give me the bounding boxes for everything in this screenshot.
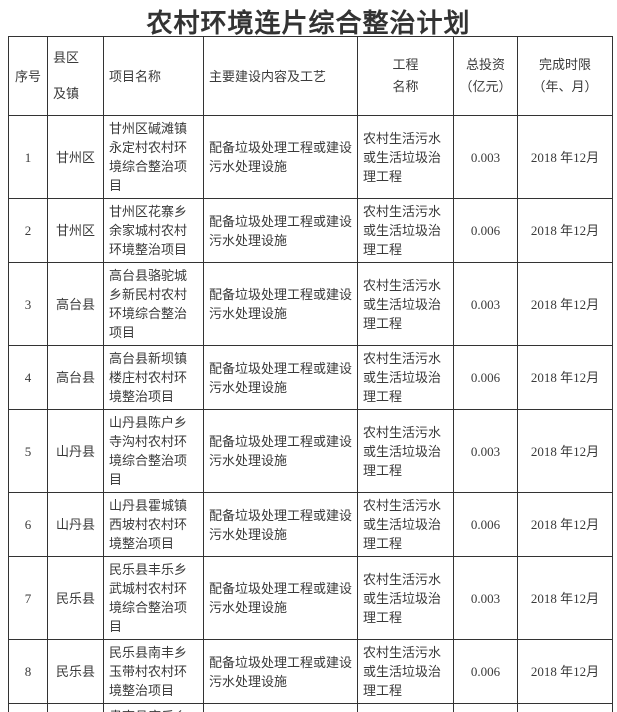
cell-project: 甘州区花寨乡余家城村农村环境整治项目 <box>103 198 204 263</box>
cell-engineering: 农村生活污水或生活垃圾治理工程 <box>357 409 454 493</box>
cell-investment: 0.003 <box>453 262 518 346</box>
header-investment: 总投资 （亿元） <box>453 36 518 116</box>
cell-investment: 0.003 <box>453 409 518 493</box>
table-row: 6 山丹县 山丹县霍城镇西坡村农村环境整治项目 配备垃圾处理工程或建设污水处理设… <box>8 492 613 557</box>
table-row: 3 高台县 高台县骆驼城乡新民村农村环境综合整治项目 配备垃圾处理工程或建设污水… <box>8 262 613 346</box>
header-engineering: 工程 名称 <box>357 36 454 116</box>
cell-project: 肃南县康乐乡赛鼎村农村环境综合整治项目 <box>103 703 204 712</box>
cell-no: 7 <box>8 556 48 640</box>
table-row: 8 民乐县 民乐县南丰乡玉带村农村环境整治项目 配备垃圾处理工程或建设污水处理设… <box>8 639 613 704</box>
cell-content: 配备垃圾处理工程或建设污水处理设施 <box>203 639 358 704</box>
plan-table: 序号 县区 及镇 项目名称 主要建设内容及工艺 工程 名称 总投资 （亿元） 完… <box>8 36 613 712</box>
cell-no: 9 <box>8 703 48 712</box>
cell-deadline: 2018 年12月 <box>517 703 613 712</box>
cell-investment: 0.006 <box>453 345 518 410</box>
cell-project: 甘州区碱滩镇永定村农村环境综合整治项目 <box>103 115 204 199</box>
header-county-line1: 县区 <box>53 50 80 65</box>
table-row: 4 高台县 高台县新坝镇楼庄村农村环境整治项目 配备垃圾处理工程或建设污水处理设… <box>8 345 613 410</box>
header-no: 序号 <box>8 36 48 116</box>
cell-engineering: 农村生活污水或生活垃圾治理工程 <box>357 115 454 199</box>
cell-project: 高台县新坝镇楼庄村农村环境整治项目 <box>103 345 204 410</box>
cell-no: 2 <box>8 198 48 263</box>
table-header-row: 序号 县区 及镇 项目名称 主要建设内容及工艺 工程 名称 总投资 （亿元） 完… <box>8 36 613 116</box>
header-deadline-line2: （年、月） <box>532 79 598 94</box>
cell-content: 配备垃圾处理工程或建设污水处理设施 <box>203 345 358 410</box>
cell-deadline: 2018 年12月 <box>517 262 613 346</box>
cell-county: 高台县 <box>47 262 104 346</box>
cell-deadline: 2018 年12月 <box>517 198 613 263</box>
table-row: 9 肃南县 肃南县康乐乡赛鼎村农村环境综合整治项目 配备垃圾处理工程或建设污水处… <box>8 703 613 712</box>
cell-deadline: 2018 年12月 <box>517 409 613 493</box>
cell-no: 5 <box>8 409 48 493</box>
header-deadline: 完成时限 （年、月） <box>517 36 613 116</box>
cell-investment: 0.003 <box>453 115 518 199</box>
cell-content: 配备垃圾处理工程或建设污水处理设施 <box>203 115 358 199</box>
cell-content: 配备垃圾处理工程或建设污水处理设施 <box>203 409 358 493</box>
cell-project: 山丹县陈户乡寺沟村农村环境综合整治项目 <box>103 409 204 493</box>
table-row: 7 民乐县 民乐县丰乐乡武城村农村环境综合整治项目 配备垃圾处理工程或建设污水处… <box>8 556 613 640</box>
header-deadline-line1: 完成时限 <box>538 57 591 72</box>
cell-project: 民乐县丰乐乡武城村农村环境综合整治项目 <box>103 556 204 640</box>
cell-engineering: 农村生活污水或生活垃圾治理工程 <box>357 345 454 410</box>
cell-county: 民乐县 <box>47 639 104 704</box>
header-investment-line1: 总投资 <box>465 57 505 72</box>
header-county-line2: 及镇 <box>53 86 80 101</box>
cell-county: 山丹县 <box>47 492 104 557</box>
cell-content: 配备垃圾处理工程或建设污水处理设施 <box>203 556 358 640</box>
table-row: 1 甘州区 甘州区碱滩镇永定村农村环境综合整治项目 配备垃圾处理工程或建设污水处… <box>8 115 613 199</box>
cell-investment: 0.003 <box>453 556 518 640</box>
header-engineering-line1: 工程 <box>392 57 419 72</box>
header-engineering-line2: 名称 <box>392 79 419 94</box>
cell-county: 甘州区 <box>47 115 104 199</box>
header-project: 项目名称 <box>103 36 204 116</box>
cell-investment: 0.003 <box>453 703 518 712</box>
cell-project: 山丹县霍城镇西坡村农村环境整治项目 <box>103 492 204 557</box>
cell-investment: 0.006 <box>453 198 518 263</box>
cell-county: 肃南县 <box>47 703 104 712</box>
cell-engineering: 农村生活污水或生活垃圾治理工程 <box>357 703 454 712</box>
cell-county: 山丹县 <box>47 409 104 493</box>
cell-deadline: 2018 年12月 <box>517 556 613 640</box>
cell-no: 6 <box>8 492 48 557</box>
header-county: 县区 及镇 <box>47 36 104 116</box>
header-content: 主要建设内容及工艺 <box>203 36 358 116</box>
table-row: 2 甘州区 甘州区花寨乡余家城村农村环境整治项目 配备垃圾处理工程或建设污水处理… <box>8 198 613 263</box>
cell-project: 高台县骆驼城乡新民村农村环境综合整治项目 <box>103 262 204 346</box>
cell-deadline: 2018 年12月 <box>517 639 613 704</box>
cell-county: 高台县 <box>47 345 104 410</box>
cell-deadline: 2018 年12月 <box>517 115 613 199</box>
cell-engineering: 农村生活污水或生活垃圾治理工程 <box>357 198 454 263</box>
cell-project: 民乐县南丰乡玉带村农村环境整治项目 <box>103 639 204 704</box>
cell-no: 8 <box>8 639 48 704</box>
cell-no: 1 <box>8 115 48 199</box>
cell-engineering: 农村生活污水或生活垃圾治理工程 <box>357 492 454 557</box>
cell-engineering: 农村生活污水或生活垃圾治理工程 <box>357 556 454 640</box>
cell-engineering: 农村生活污水或生活垃圾治理工程 <box>357 639 454 704</box>
cell-no: 3 <box>8 262 48 346</box>
cell-county: 民乐县 <box>47 556 104 640</box>
cell-content: 配备垃圾处理工程或建设污水处理设施 <box>203 703 358 712</box>
cell-deadline: 2018 年12月 <box>517 492 613 557</box>
header-investment-line2: （亿元） <box>459 79 512 94</box>
cell-deadline: 2018 年12月 <box>517 345 613 410</box>
cell-content: 配备垃圾处理工程或建设污水处理设施 <box>203 262 358 346</box>
cell-county: 甘州区 <box>47 198 104 263</box>
page-title: 农村环境连片综合整治计划 <box>146 8 471 38</box>
cell-engineering: 农村生活污水或生活垃圾治理工程 <box>357 262 454 346</box>
cell-content: 配备垃圾处理工程或建设污水处理设施 <box>203 198 358 263</box>
cell-investment: 0.006 <box>453 492 518 557</box>
cell-investment: 0.006 <box>453 639 518 704</box>
cell-no: 4 <box>8 345 48 410</box>
table-row: 5 山丹县 山丹县陈户乡寺沟村农村环境综合整治项目 配备垃圾处理工程或建设污水处… <box>8 409 613 493</box>
cell-content: 配备垃圾处理工程或建设污水处理设施 <box>203 492 358 557</box>
